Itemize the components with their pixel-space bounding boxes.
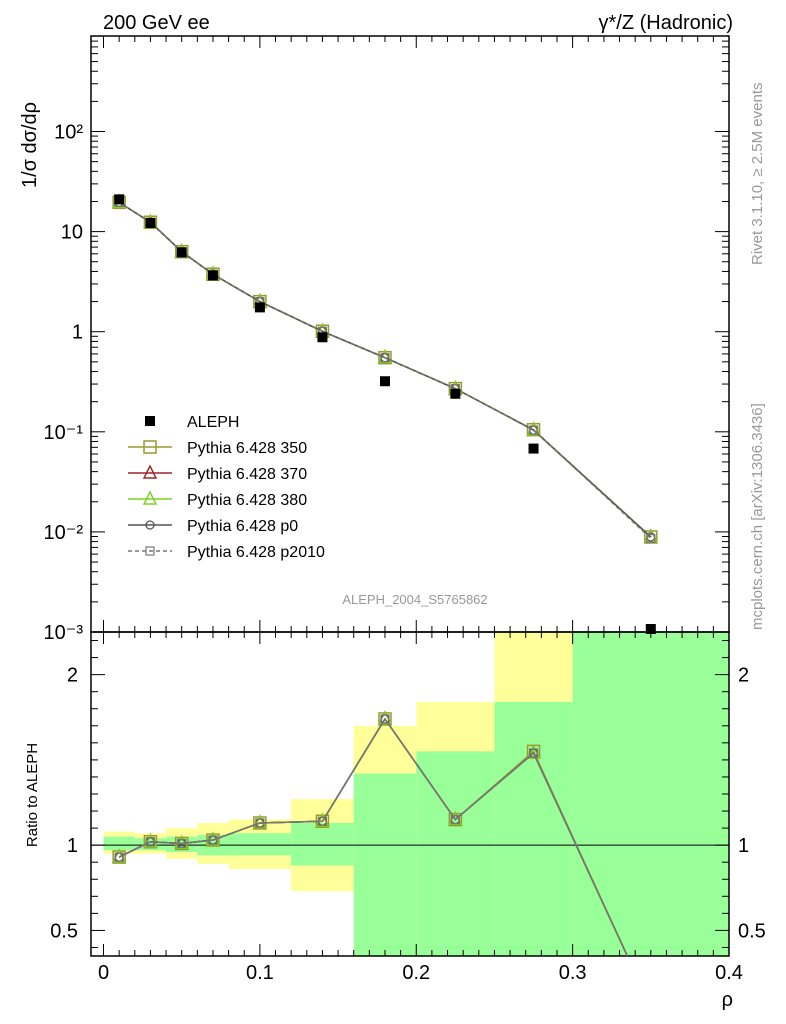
- header-left-title: 200 GeV ee: [103, 12, 210, 34]
- main-y-tick-label: 1: [72, 322, 83, 344]
- x-tick-label: 0.4: [715, 962, 743, 984]
- aleph-data-point: [176, 247, 187, 258]
- header-right-title: γ*/Z (Hadronic): [599, 12, 733, 34]
- legend-label: Pythia 6.428 p2010: [187, 544, 325, 561]
- legend-marker: [145, 416, 155, 426]
- ratio-series-point: [448, 811, 463, 826]
- axis-ticks: 0 0.1 0.2 0.3 0.4 10⁻³ 10⁻² 10⁻¹ 1 10 10² 0.5 0.5 1 1 2…: [44, 35, 766, 984]
- legend-marker: [142, 464, 158, 479]
- legend-label: ALEPH: [187, 414, 239, 431]
- main-series-point: [380, 353, 390, 363]
- band-inner: [134, 838, 167, 851]
- band-inner: [228, 833, 292, 856]
- aleph-data-point: [528, 443, 539, 454]
- legend-label: Pythia 6.428 350: [187, 440, 307, 457]
- watermark-text: ALEPH_2004_S5765862: [342, 592, 487, 607]
- band-inner: [353, 773, 417, 956]
- x-tick-label: 0.2: [402, 962, 430, 984]
- legend-marker: [145, 520, 155, 530]
- ratio-y-tick-label-left: 1: [67, 835, 78, 857]
- ratio-series-point: [450, 814, 460, 825]
- main-series-line: [118, 201, 652, 538]
- main-y-tick-label: 10⁻²: [44, 522, 84, 544]
- band-inner: [494, 701, 573, 956]
- x-tick-label: 0: [98, 962, 109, 984]
- band-inner: [572, 632, 729, 956]
- main-panel-series: [112, 193, 658, 634]
- ratio-series-point: [317, 816, 328, 826]
- aleph-data-point: [254, 302, 265, 313]
- aleph-data-point: [317, 332, 328, 343]
- band-inner: [103, 836, 135, 851]
- ratio-series-point: [143, 833, 158, 848]
- main-series-line: [118, 201, 652, 540]
- ratio-y-tick-label-left: 2: [67, 665, 78, 687]
- mcplots-side-text: mcplots.cern.ch [arXiv:1306.3436]: [749, 403, 766, 630]
- main-series-line: [118, 201, 652, 538]
- legend-marker: [145, 546, 155, 556]
- legend: ALEPH Pythia 6.428 350 Pythia 6.428 370 Pyt…: [128, 414, 325, 561]
- main-series-line: [118, 201, 652, 538]
- ratio-series-point: [315, 812, 330, 827]
- main-y-tick-label: 10: [61, 222, 83, 244]
- main-y-tick-label: 10²: [54, 122, 83, 144]
- main-y-axis-label: 1/σ dσ/dρ: [19, 102, 41, 188]
- x-tick-label: 0.1: [246, 962, 274, 984]
- band-inner: [291, 822, 354, 866]
- aleph-data-point: [645, 624, 656, 634]
- legend-label: Pythia 6.428 p0: [187, 518, 298, 535]
- ratio-panel-series: [112, 710, 629, 956]
- ratio-series-point: [114, 852, 124, 862]
- ratio-y-tick-label-right: 0.5: [738, 920, 766, 942]
- ratio-uncertainty-bands: [91, 632, 729, 956]
- ratio-series-point: [528, 748, 539, 758]
- aleph-data-point: [207, 270, 218, 281]
- band-inner: [166, 836, 198, 852]
- ratio-series-point: [177, 838, 187, 849]
- main-series-line: [118, 201, 652, 538]
- aleph-data-point: [145, 217, 156, 228]
- rivet-side-text: Rivet 3.1.10, ≥ 2.5M events: [749, 83, 766, 266]
- main-y-tick-label: 10⁻³: [44, 622, 84, 644]
- ratio-series-point: [380, 714, 390, 724]
- aleph-data-point: [114, 194, 125, 205]
- legend-label: Pythia 6.428 370: [187, 466, 307, 483]
- x-tick-label: 0.3: [559, 962, 587, 984]
- legend-marker: [142, 490, 158, 505]
- ratio-y-tick-label-right: 2: [738, 665, 749, 687]
- main-series-point: [528, 425, 539, 435]
- ratio-y-axis-label: Ratio to ALEPH: [24, 743, 41, 847]
- main-series-point: [646, 533, 656, 544]
- ratio-y-tick-label-right: 1: [738, 835, 749, 857]
- ratio-series-point: [377, 710, 393, 725]
- ratio-series-line: [118, 717, 629, 956]
- legend-marker: [143, 440, 157, 454]
- legend-label: Pythia 6.428 380: [187, 492, 307, 509]
- aleph-data-point: [450, 388, 461, 399]
- band-inner: [416, 751, 495, 956]
- ratio-y-tick-label-left: 0.5: [50, 920, 78, 942]
- ratio-series-point: [255, 818, 265, 828]
- ratio-series-point: [526, 744, 541, 759]
- main-plot-frame: [90, 35, 730, 633]
- aleph-data-point: [379, 376, 390, 387]
- x-axis-label: ρ: [722, 989, 733, 1011]
- ratio-series-point: [208, 835, 218, 845]
- ratio-series-point: [145, 837, 156, 847]
- ratio-series-point: [252, 814, 268, 829]
- main-y-tick-label: 10⁻¹: [44, 422, 84, 444]
